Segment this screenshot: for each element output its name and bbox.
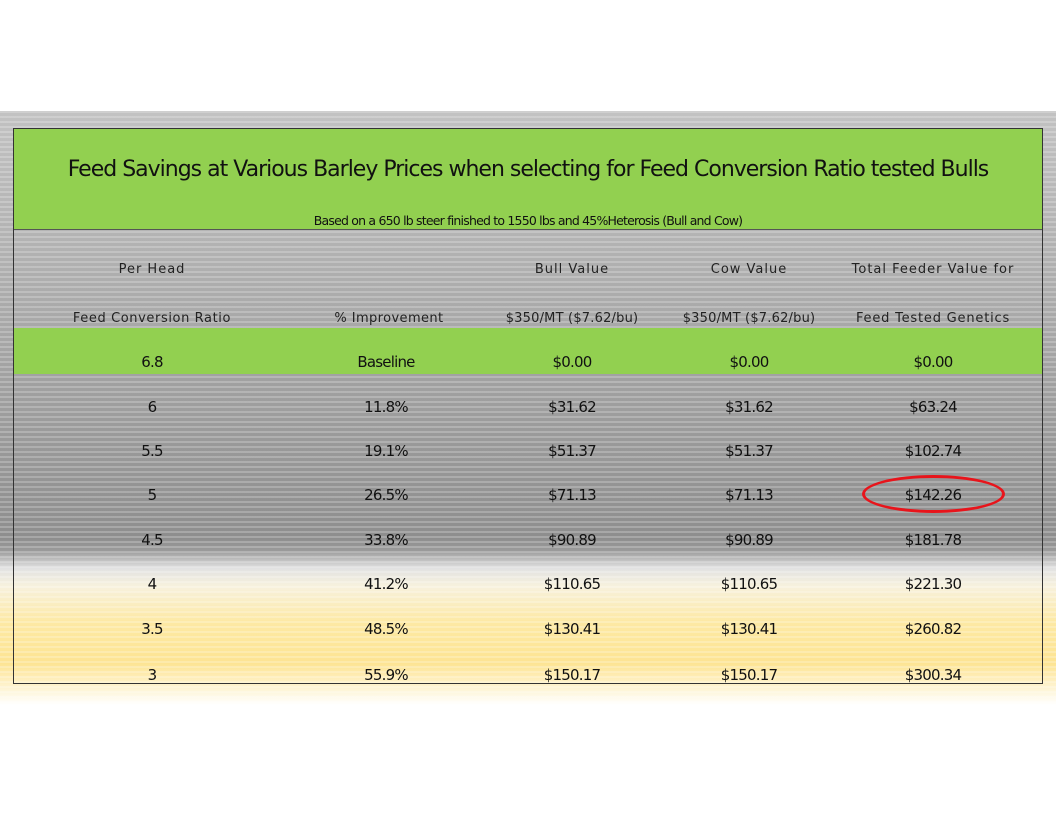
- cell-improvement: 19.1%: [364, 442, 408, 460]
- cell-fcr: 6.8: [141, 353, 163, 371]
- title-block: Feed Savings at Various Barley Prices wh…: [14, 129, 1042, 230]
- cell-fcr: 4: [147, 575, 158, 593]
- cell-bull-value: $71.13: [548, 486, 596, 504]
- cell-fcr: 3.5: [141, 620, 163, 638]
- header-total-feeder-value: Total Feeder Value for: [851, 262, 1015, 277]
- header-per-head: Per Head: [118, 262, 186, 277]
- cell-bull-value: $110.65: [543, 575, 601, 593]
- cell-total-value: $300.34: [904, 666, 962, 684]
- header-feed-conversion-ratio: Feed Conversion Ratio: [72, 311, 232, 326]
- cell-bull-value: $150.17: [543, 666, 601, 684]
- feed-savings-table: Feed Savings at Various Barley Prices wh…: [13, 128, 1043, 684]
- cell-improvement: 11.8%: [364, 398, 408, 416]
- cell-fcr: 5: [147, 486, 158, 504]
- cell-total-value: $260.82: [904, 620, 962, 638]
- cell-bull-value: $0.00: [552, 353, 593, 371]
- cell-fcr: 4.5: [141, 531, 163, 549]
- cell-cow-value: $130.41: [720, 620, 778, 638]
- cell-cow-value: $31.62: [725, 398, 773, 416]
- cell-improvement: 55.9%: [364, 666, 408, 684]
- cell-fcr: 5.5: [141, 442, 163, 460]
- cell-total-value: $221.30: [904, 575, 962, 593]
- cell-bull-value: $130.41: [543, 620, 601, 638]
- cell-cow-value: $90.89: [725, 531, 773, 549]
- cell-bull-value: $31.62: [548, 398, 596, 416]
- cell-bull-value: $90.89: [548, 531, 596, 549]
- cell-improvement: 33.8%: [364, 531, 408, 549]
- baseline-row-background: [14, 328, 1042, 374]
- cell-improvement: 48.5%: [364, 620, 408, 638]
- cell-total-value: $102.74: [904, 442, 962, 460]
- table-title: Feed Savings at Various Barley Prices wh…: [67, 157, 990, 182]
- highlight-ellipse: [862, 475, 1005, 513]
- cell-bull-value: $51.37: [548, 442, 596, 460]
- cell-cow-value: $150.17: [720, 666, 778, 684]
- cell-fcr: 6: [147, 398, 158, 416]
- cell-total-value: $0.00: [913, 353, 954, 371]
- header-improvement: % Improvement: [334, 311, 444, 326]
- cell-improvement: 41.2%: [364, 575, 408, 593]
- cell-cow-value: $71.13: [725, 486, 773, 504]
- cell-total-value: $181.78: [904, 531, 962, 549]
- header-cow-value: Cow Value: [710, 262, 788, 277]
- cell-total-value: $63.24: [909, 398, 957, 416]
- header-bull-value: Bull Value: [534, 262, 610, 277]
- header-bull-price: $350/MT ($7.62/bu): [505, 311, 639, 326]
- cell-cow-value: $0.00: [729, 353, 770, 371]
- cell-cow-value: $51.37: [725, 442, 773, 460]
- header-feed-tested-genetics: Feed Tested Genetics: [855, 311, 1011, 326]
- header-cow-price: $350/MT ($7.62/bu): [682, 311, 816, 326]
- cell-improvement: Baseline: [357, 353, 415, 371]
- cell-fcr: 3: [147, 666, 158, 684]
- table-subtitle: Based on a 650 lb steer finished to 1550…: [313, 213, 743, 228]
- cell-cow-value: $110.65: [720, 575, 778, 593]
- cell-improvement: 26.5%: [364, 486, 408, 504]
